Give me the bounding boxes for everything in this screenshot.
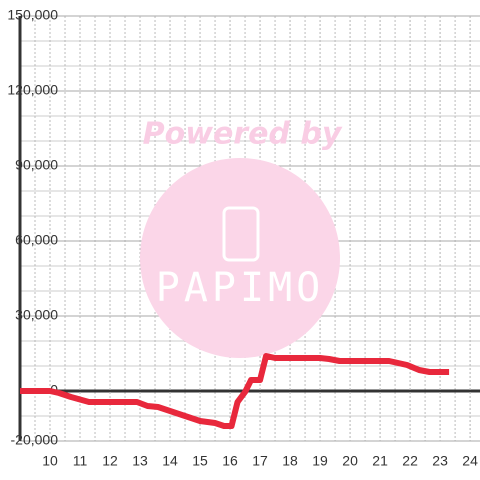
x-tick-label: 14 (162, 453, 178, 469)
x-tick-label: 11 (73, 453, 88, 469)
x-tick-label: 22 (402, 453, 418, 469)
x-tick-label: 19 (312, 453, 328, 469)
x-tick-label: 21 (372, 453, 388, 469)
x-tick-label: 10 (42, 453, 58, 469)
watermark: Powered by PAPIMO (140, 117, 343, 358)
y-tick-label: 60,000 (15, 232, 58, 248)
watermark-text: Powered by (143, 117, 343, 152)
x-tick-label: 15 (192, 453, 208, 469)
x-tick-label: 24 (462, 453, 478, 469)
x-tick-label: 23 (432, 453, 448, 469)
x-tick-label: 18 (282, 453, 298, 469)
y-tick-label: 30,000 (15, 307, 58, 323)
y-tick-label: 90,000 (15, 157, 58, 173)
x-tick-label: 16 (222, 453, 238, 469)
x-tick-label: 13 (132, 453, 148, 469)
y-tick-label: -20,000 (11, 432, 59, 448)
x-tick-label: 17 (252, 453, 268, 469)
y-tick-label: 150,000 (7, 7, 58, 23)
x-tick-label: 12 (102, 453, 118, 469)
x-tick-label: 20 (342, 453, 358, 469)
watermark-circle (140, 158, 340, 358)
data-line (20, 353, 450, 429)
y-tick-label: 120,000 (7, 82, 58, 98)
watermark-logo: PAPIMO (156, 265, 325, 311)
watermark-phone (222, 206, 260, 262)
